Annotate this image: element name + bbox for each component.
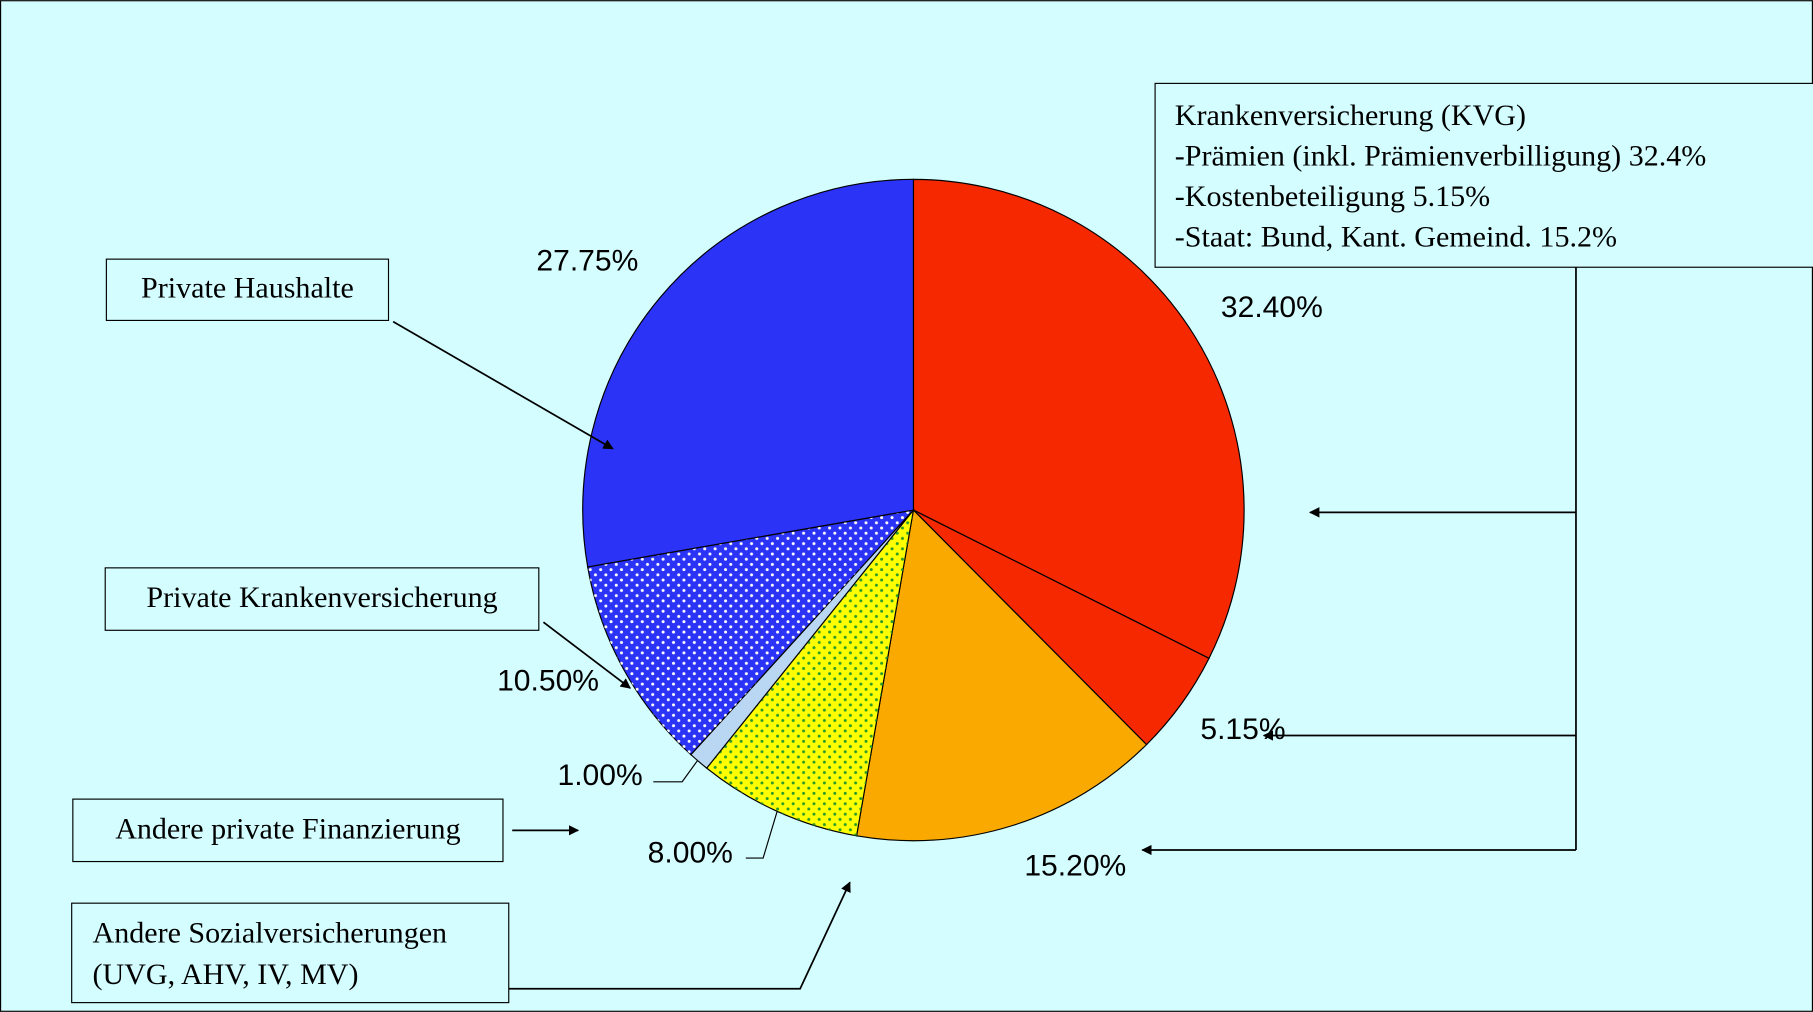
annotation-text: -Kostenbeteiligung 5.15% [1175,179,1490,213]
annotation-box [72,798,504,863]
value-label: 5.15% [1200,713,1285,746]
slice-pattern [706,510,914,836]
value-label: 27.75% [536,245,638,278]
annotation-box [1154,82,1813,268]
leader-line [653,760,698,783]
leader-line [745,811,778,859]
arrow [392,320,614,450]
value-label: 10.50% [497,664,599,697]
pie-slice [582,178,915,568]
value-label: 32.40% [1221,291,1323,324]
annotation-text: Andere private Finanzierung [115,811,460,845]
annotation-text: Krankenversicherung (KVG) [1175,98,1526,132]
annotation-text: -Prämien (inkl. Prämienverbilligung) 32.… [1175,138,1707,172]
pie [582,178,1245,842]
annotation-box [71,902,510,1004]
pie-slice [855,508,1148,842]
slice-pattern [587,510,914,755]
value-label: 8.00% [648,837,733,870]
annotation-text: -Staat: Bund, Kant. Gemeind. 15.2% [1175,219,1617,253]
arrow [542,621,631,689]
annotation-text: (UVG, AHV, IV, MV) [93,957,359,991]
value-label: 15.20% [1024,849,1126,882]
annotation-text: Andere Sozialversicherungen [93,915,448,949]
annotation-text: Private Krankenversicherung [146,580,497,614]
arrow [508,881,851,990]
annotation-box [104,567,540,631]
value-label: 1.00% [557,759,642,792]
pie-slice [912,178,1245,660]
annotation-text: Private Haushalte [141,270,354,304]
annotation-box [105,258,390,321]
arrows [392,263,1577,990]
